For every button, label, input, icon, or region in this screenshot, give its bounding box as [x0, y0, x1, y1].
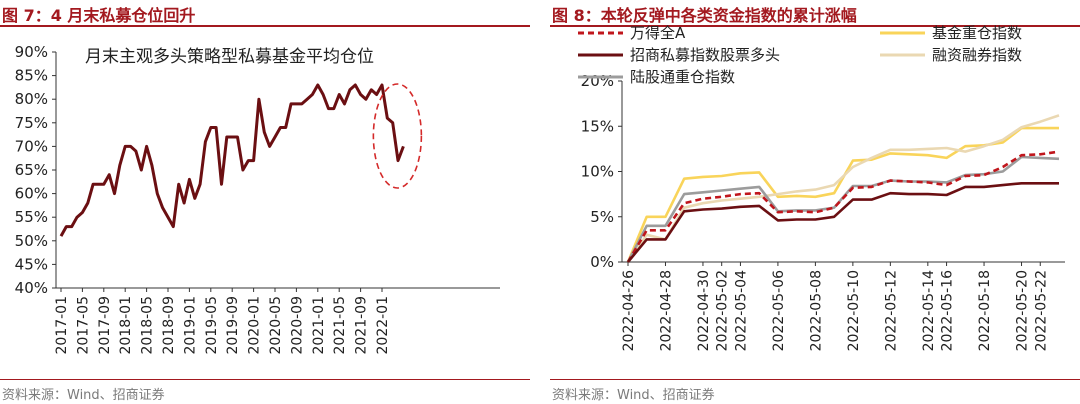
right-source-note: 资料来源：Wind、招商证券: [552, 388, 715, 403]
left-x-tick-label: 2020-01: [247, 296, 263, 355]
left-series-annotation: 月末主观多头策略型私募基金平均仓位: [85, 47, 374, 67]
left-x-tick-label: 2018-05: [140, 296, 156, 355]
right-series-line-0: [626, 150, 1060, 263]
left-figure-title-bar: 图 7：4 月末私募仓位回升: [0, 0, 530, 27]
right-legend-label: 基金重仓指数: [932, 24, 1022, 42]
right-chart-panel: 图 8：本轮反弹中各类资金指数的累计涨幅 0% 5% 10% 15% 20% 2022-0…: [550, 0, 1080, 404]
right-x-tick-label: 2022-04-28: [658, 270, 674, 351]
left-chart-svg: 40% 45% 50% 55% 60% 65% 70% 75% 80% 85% 90% 2017-01…: [15, 43, 500, 355]
right-title-rule: [550, 25, 1080, 27]
right-legend-label: 融资融券指数: [932, 46, 1022, 64]
left-y-tick-label: 45%: [15, 255, 48, 273]
left-chart-panel: 图 7：4 月末私募仓位回升 40% 45% 50% 55% 60% 65% 70% 75% 8…: [0, 0, 530, 404]
left-x-tick-label: 2019-09: [225, 296, 241, 355]
right-y-tick-label: 10%: [581, 163, 614, 181]
right-x-tick-label: 2022-05-22: [1033, 270, 1049, 351]
left-y-tick-label: 75%: [15, 114, 48, 132]
right-x-tick-label: 2022-04-30: [696, 270, 712, 351]
right-x-tick-label: 2022-05-20: [1015, 270, 1031, 351]
left-x-tick-label: 2021-01: [311, 296, 327, 355]
left-x-tick-label: 2018-01: [118, 296, 134, 355]
left-x-tick-label: 2017-09: [97, 296, 113, 355]
right-series-line-2: [626, 182, 1059, 263]
left-x-tick-label: 2017-05: [75, 296, 91, 355]
left-y-tick-label: 40%: [15, 279, 48, 297]
left-y-tick-label: 70%: [15, 137, 48, 155]
right-figure-title-bar: 图 8：本轮反弹中各类资金指数的累计涨幅: [550, 0, 1080, 27]
left-y-tick-label: 85%: [15, 67, 48, 85]
right-legend-label: 陆股通重仓指数: [630, 68, 735, 86]
left-series-line: [59, 83, 405, 237]
right-x-tick-label: 2022-05-16: [940, 270, 956, 351]
right-x-tick-label: 2022-05-12: [883, 270, 899, 351]
right-y-tick-label: 20%: [581, 72, 614, 90]
left-y-tick-label: 65%: [15, 161, 48, 179]
right-x-tick-label: 2022-05-06: [771, 270, 787, 351]
right-chart-svg: 0% 5% 10% 15% 20% 2022-04-26 2022-04-28 2022-04…: [578, 24, 1065, 351]
left-bottom-rule: [0, 379, 530, 380]
left-y-tick-label: 60%: [15, 185, 48, 203]
right-x-tick-label: 2022-05-10: [846, 270, 862, 351]
left-x-tick-label: 2018-09: [161, 296, 177, 355]
right-x-tick-label: 2022-05-04: [733, 270, 749, 351]
left-figure-title: 图 7：4 月末私募仓位回升: [2, 6, 196, 25]
right-figure-title: 图 8：本轮反弹中各类资金指数的累计涨幅: [552, 6, 857, 25]
left-x-tick-label: 2022-01: [375, 296, 391, 355]
right-legend-label: 万得全A: [630, 24, 686, 42]
left-x-tick-label: 2019-01: [182, 296, 198, 355]
right-y-tick-label: 0%: [590, 253, 614, 271]
left-y-tick-label: 90%: [15, 43, 48, 61]
right-series-line-3: [626, 114, 1060, 263]
right-x-tick-label: 2022-05-08: [808, 270, 824, 351]
left-title-rule: [0, 25, 530, 27]
right-y-tick-label: 5%: [590, 208, 614, 226]
left-source-note: 资料来源：Wind、招商证券: [2, 388, 165, 403]
left-y-tick-label: 80%: [15, 90, 48, 108]
left-x-tick-label: 2020-09: [289, 296, 305, 355]
right-x-tick-label: 2022-05-18: [977, 270, 993, 351]
right-y-tick-label: 15%: [581, 117, 614, 135]
left-x-tick-label: 2017-01: [54, 296, 70, 355]
left-x-tick-label: 2019-05: [204, 296, 220, 355]
right-x-tick-label: 2022-04-26: [621, 270, 637, 351]
left-highlight-ellipse: [372, 83, 423, 189]
right-x-tick-label: 2022-05-02: [715, 270, 731, 351]
right-bottom-rule: [550, 379, 1080, 380]
right-x-tick-label: 2022-05-14: [921, 270, 937, 351]
left-x-tick-label: 2021-09: [354, 296, 370, 355]
left-y-tick-label: 55%: [15, 208, 48, 226]
left-x-tick-label: 2020-05: [268, 296, 284, 355]
right-legend-label: 招商私募指数股票多头: [630, 46, 780, 64]
left-y-tick-label: 50%: [15, 232, 48, 250]
left-x-tick-label: 2021-05: [332, 296, 348, 355]
